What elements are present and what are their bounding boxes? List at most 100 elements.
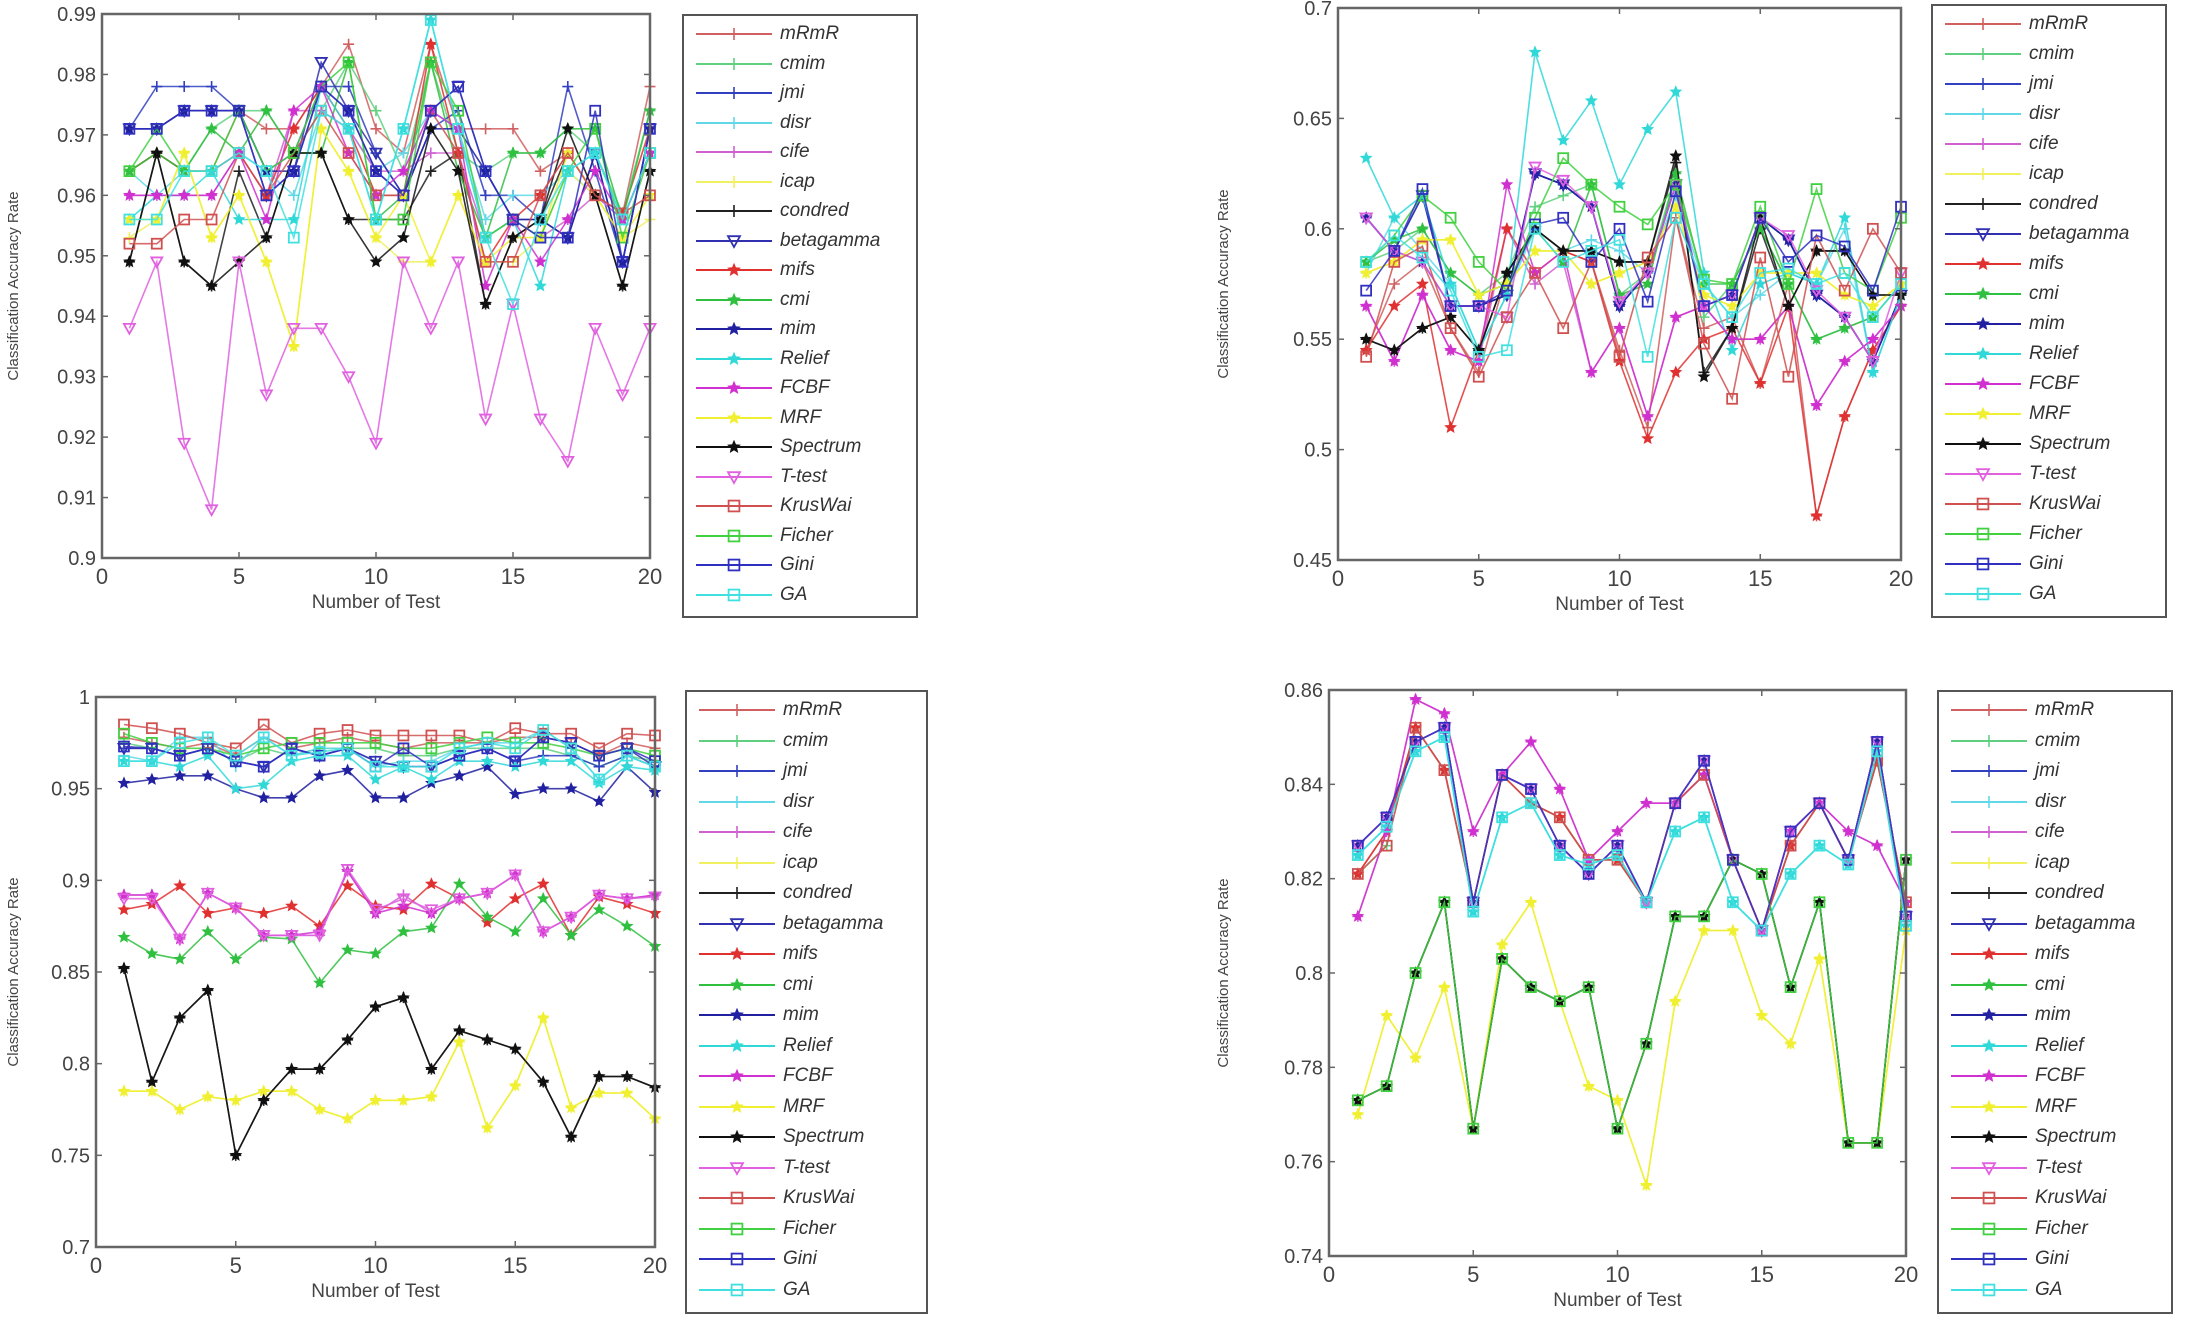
star-marker-icon xyxy=(730,1038,744,1052)
triangle-down-marker-icon xyxy=(729,1161,745,1176)
legend-item-betagamma: betagamma xyxy=(1933,220,2165,250)
legend-item-mrf: MRF xyxy=(1933,400,2165,430)
data-point xyxy=(173,736,186,749)
data-point xyxy=(1388,256,1401,268)
data-point xyxy=(479,297,493,310)
data-point xyxy=(201,769,215,782)
y-tick-label: 0.75 xyxy=(51,1145,90,1167)
series-ficher xyxy=(1351,853,1912,1149)
data-point xyxy=(1866,332,1880,345)
data-point xyxy=(1669,149,1683,162)
data-point xyxy=(1472,351,1485,363)
data-point xyxy=(1727,853,1739,866)
data-point xyxy=(1813,839,1826,852)
data-point xyxy=(1437,706,1451,720)
data-point xyxy=(1444,211,1457,224)
legend-label: Ficher xyxy=(2029,523,2082,544)
plus-marker-icon xyxy=(731,765,743,777)
legend-label: jmi xyxy=(2029,73,2054,94)
legend-item-mifs: mifs xyxy=(687,940,926,970)
data-point xyxy=(616,255,629,268)
data-point xyxy=(1782,278,1795,290)
data-point xyxy=(287,165,300,178)
data-point xyxy=(369,946,382,960)
legend-label: Relief xyxy=(783,1034,832,1056)
legend-item-relief: Relief xyxy=(687,1032,926,1062)
star-marker-icon xyxy=(1982,946,1996,960)
legend-swatch xyxy=(699,887,775,899)
data-point xyxy=(1415,277,1429,290)
legend-label: cmim xyxy=(2029,43,2075,64)
data-point xyxy=(592,1069,606,1082)
data-point xyxy=(314,146,328,159)
legend-label: cmi xyxy=(783,973,813,995)
legend-item-cmim: cmim xyxy=(684,50,916,80)
legend-label: cmim xyxy=(780,52,826,74)
data-point xyxy=(564,754,578,767)
legend-label: mifs xyxy=(780,259,815,280)
data-point xyxy=(123,237,136,250)
data-point xyxy=(397,760,410,773)
data-point xyxy=(315,104,328,117)
legend-label: T-test xyxy=(2035,1156,2082,1178)
data-point xyxy=(173,1010,187,1024)
data-point xyxy=(259,230,273,244)
data-point xyxy=(1755,1008,1769,1021)
data-point xyxy=(1409,967,1422,979)
legend-swatch xyxy=(1951,765,2027,777)
legend-top-left: mRmR cmim jmi disr cife icap condred betagamma m… xyxy=(682,14,918,618)
data-point xyxy=(173,768,187,782)
star-marker-icon xyxy=(727,351,741,365)
data-point xyxy=(1865,355,1880,369)
data-point xyxy=(1388,278,1400,290)
legend-item-mrmr: mRmR xyxy=(1939,696,2171,726)
data-point xyxy=(1810,278,1823,290)
series-line-fcbf xyxy=(1365,184,1902,420)
legend-label: jmi xyxy=(783,760,808,781)
star-marker-icon xyxy=(1982,977,1996,991)
legend-swatch xyxy=(699,1129,775,1143)
legend-swatch xyxy=(1945,376,2021,390)
plus-marker-icon xyxy=(728,205,740,217)
series-line-cmi xyxy=(128,62,651,240)
series-cife xyxy=(1352,693,1912,937)
legend-swatch xyxy=(1945,286,2021,300)
data-point xyxy=(233,104,245,117)
legend-label: T-test xyxy=(783,1156,830,1178)
legend-swatch xyxy=(699,856,775,869)
data-point xyxy=(1838,284,1851,297)
legend-swatch xyxy=(1945,198,2021,210)
square-marker-icon xyxy=(1982,1222,1996,1235)
data-point xyxy=(1810,266,1824,279)
data-point xyxy=(534,165,546,177)
data-point xyxy=(1754,289,1766,301)
legend-label: Gini xyxy=(2029,553,2063,574)
data-point xyxy=(1838,288,1852,301)
data-point xyxy=(1388,245,1401,257)
data-point xyxy=(593,742,605,755)
data-point xyxy=(1529,201,1541,213)
data-point xyxy=(257,791,271,804)
data-point xyxy=(369,760,382,773)
data-point xyxy=(621,742,633,755)
data-point xyxy=(1726,278,1738,290)
data-point xyxy=(341,763,355,776)
data-point xyxy=(257,778,271,791)
data-point xyxy=(592,1086,606,1099)
legend-item-icap: icap xyxy=(1939,849,2171,879)
data-point xyxy=(424,56,437,69)
legend-item-mrmr: mRmR xyxy=(684,20,916,50)
legend-label: mim xyxy=(2035,1004,2071,1025)
data-point xyxy=(341,943,355,956)
legend-item-mifs: mifs xyxy=(1939,940,2171,970)
data-point xyxy=(1641,431,1655,445)
data-point xyxy=(1611,1093,1624,1106)
data-point xyxy=(312,930,327,943)
data-point xyxy=(1388,229,1401,242)
data-point xyxy=(1556,133,1570,146)
data-point xyxy=(1472,300,1485,312)
legend-item-cmi: cmi xyxy=(687,971,926,1001)
y-axis-label: Classification Accuracy Rate xyxy=(5,877,22,1066)
legend-bottom-right: mRmR cmim jmi disr cife icap condred betagamma m… xyxy=(1937,690,2173,1314)
data-point xyxy=(369,1000,382,1013)
